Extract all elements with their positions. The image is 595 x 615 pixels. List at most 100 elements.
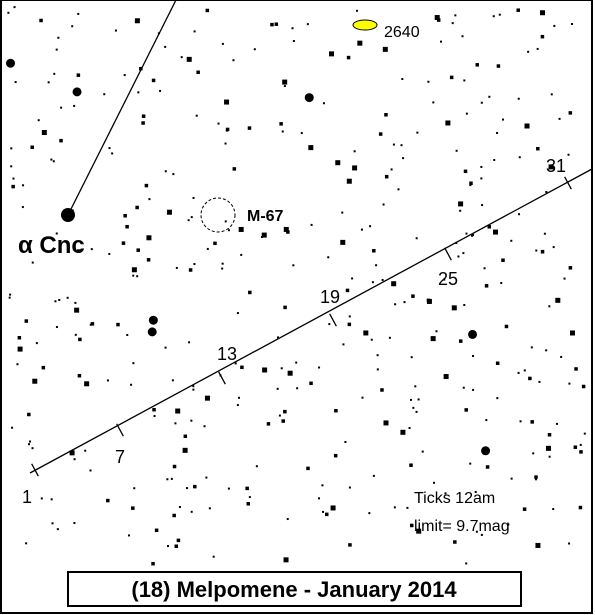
star <box>471 234 474 237</box>
star <box>236 404 239 407</box>
star <box>372 474 375 477</box>
star <box>146 258 151 262</box>
star <box>459 209 462 212</box>
star <box>390 168 393 171</box>
star <box>123 213 127 218</box>
star <box>352 165 358 171</box>
star <box>550 93 553 96</box>
star <box>204 395 210 401</box>
star <box>13 6 16 9</box>
star <box>454 14 457 17</box>
star <box>517 371 520 374</box>
star <box>73 104 76 107</box>
star <box>270 22 274 27</box>
star <box>76 73 81 77</box>
star <box>136 248 140 252</box>
star <box>469 462 472 465</box>
star <box>357 40 363 46</box>
star <box>394 303 397 306</box>
star <box>29 440 32 443</box>
star <box>90 248 93 251</box>
star <box>240 365 244 370</box>
star <box>579 443 582 446</box>
star <box>221 42 224 45</box>
star <box>402 157 405 160</box>
star <box>504 324 509 329</box>
star <box>414 385 417 388</box>
star <box>283 305 287 310</box>
star <box>166 478 169 481</box>
star <box>192 196 195 199</box>
star <box>369 225 372 228</box>
star <box>121 241 126 245</box>
star <box>421 450 424 453</box>
star <box>496 397 499 400</box>
star <box>183 434 188 439</box>
star <box>449 75 454 80</box>
star <box>125 224 129 229</box>
star <box>522 507 527 511</box>
star <box>148 315 158 325</box>
star <box>274 22 279 26</box>
star <box>205 8 210 13</box>
star <box>380 388 384 392</box>
star <box>182 447 188 453</box>
star <box>322 510 325 513</box>
star <box>318 366 321 369</box>
star <box>186 56 192 62</box>
star <box>40 497 43 500</box>
star <box>401 78 404 81</box>
star <box>304 93 314 103</box>
star <box>567 153 570 156</box>
star <box>41 365 46 370</box>
star <box>468 329 478 339</box>
star <box>53 72 56 75</box>
star <box>501 258 505 262</box>
star <box>483 267 486 270</box>
star <box>375 264 378 267</box>
track-tick-label: 1 <box>22 487 32 507</box>
star <box>469 184 472 187</box>
star <box>496 64 501 68</box>
star <box>205 476 208 479</box>
star <box>568 266 573 270</box>
star <box>190 510 193 513</box>
star <box>196 70 200 75</box>
star <box>341 211 344 214</box>
star <box>541 249 544 252</box>
star <box>21 206 24 209</box>
star <box>8 296 11 299</box>
star <box>416 131 419 134</box>
star <box>144 183 149 188</box>
star <box>132 274 135 277</box>
star <box>393 506 396 509</box>
star <box>306 23 309 26</box>
star <box>213 241 217 246</box>
star <box>443 374 449 380</box>
star <box>283 557 289 563</box>
star <box>12 177 15 180</box>
star <box>487 225 492 229</box>
star <box>134 18 140 24</box>
star <box>545 190 548 193</box>
star <box>283 226 289 232</box>
star <box>432 101 435 104</box>
star <box>382 46 388 52</box>
track-tick <box>31 463 39 477</box>
star <box>30 145 34 149</box>
star <box>417 398 420 401</box>
star <box>318 497 321 500</box>
star <box>535 478 538 481</box>
star <box>500 281 503 284</box>
star <box>176 538 181 543</box>
star <box>435 330 438 333</box>
track-ticks: 1 7 13 19 25 31 <box>22 156 572 507</box>
star <box>10 147 13 150</box>
star <box>552 246 555 249</box>
star <box>103 93 106 96</box>
star <box>495 361 500 366</box>
star <box>280 367 283 370</box>
star <box>221 267 224 270</box>
star <box>510 239 513 242</box>
star <box>469 181 473 186</box>
